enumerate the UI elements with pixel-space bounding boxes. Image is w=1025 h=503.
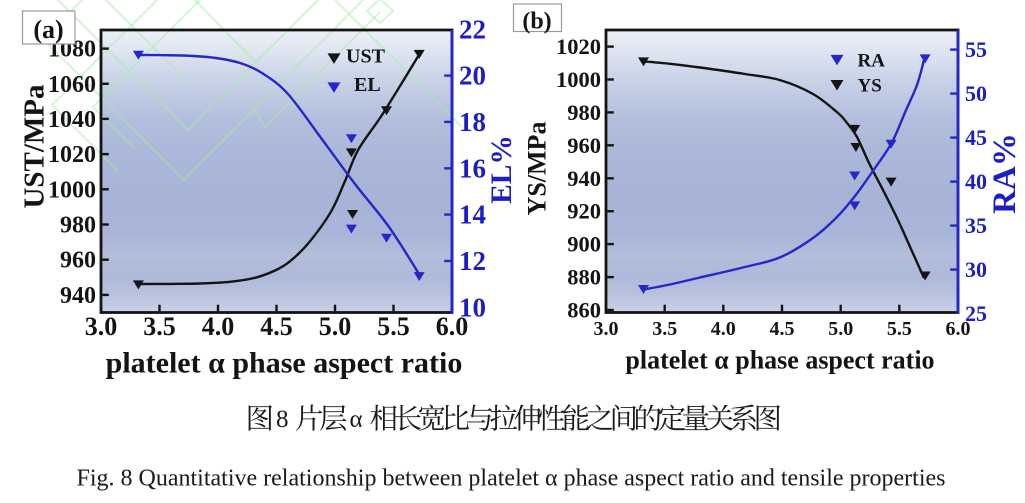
svg-text:1000: 1000: [556, 67, 601, 92]
svg-text:18: 18: [459, 107, 486, 137]
svg-text:20: 20: [459, 61, 486, 91]
svg-text:4.5: 4.5: [260, 312, 293, 341]
svg-text:25: 25: [965, 301, 987, 326]
svg-text:30: 30: [965, 257, 987, 282]
svg-text:4.5: 4.5: [770, 318, 795, 340]
svg-text:4.0: 4.0: [202, 312, 235, 341]
svg-text:40: 40: [965, 169, 987, 194]
svg-text:1020: 1020: [48, 142, 96, 168]
svg-text:YS/MPa: YS/MPa: [523, 122, 552, 216]
svg-text:880: 880: [567, 265, 601, 290]
svg-text:960: 960: [567, 133, 601, 158]
svg-text:1040: 1040: [48, 107, 96, 133]
svg-text:45: 45: [965, 125, 987, 150]
svg-text:5.5: 5.5: [887, 318, 912, 340]
svg-text:55: 55: [965, 37, 987, 62]
svg-text:6.0: 6.0: [436, 312, 469, 341]
svg-text:16: 16: [459, 153, 486, 183]
svg-text:900: 900: [567, 232, 601, 257]
svg-text:UST/MPa: UST/MPa: [19, 84, 51, 209]
svg-text:3.5: 3.5: [143, 312, 176, 341]
svg-text:940: 940: [567, 166, 601, 191]
svg-text:4.0: 4.0: [711, 318, 736, 340]
svg-text:1020: 1020: [556, 34, 601, 59]
svg-text:5.0: 5.0: [319, 312, 352, 341]
svg-text:platelet α phase aspect ratio: platelet α phase aspect ratio: [106, 347, 463, 380]
svg-text:5.0: 5.0: [828, 318, 853, 340]
svg-text:960: 960: [60, 248, 96, 274]
svg-text:3.5: 3.5: [652, 318, 677, 340]
svg-text:6.0: 6.0: [946, 318, 971, 340]
svg-text:1060: 1060: [48, 72, 96, 98]
svg-text:50: 50: [965, 81, 987, 106]
svg-text:platelet α phase aspect ratio: platelet α phase aspect ratio: [625, 346, 934, 375]
svg-text:(b): (b): [522, 9, 551, 35]
svg-text:35: 35: [965, 213, 987, 238]
svg-text:Fig. 8 Quantitative relationsh: Fig. 8 Quantitative relationship between…: [77, 466, 946, 492]
svg-text:8: 8: [276, 406, 289, 433]
svg-text:UST: UST: [346, 46, 386, 68]
svg-text:1000: 1000: [48, 177, 96, 203]
svg-text:860: 860: [567, 298, 601, 323]
svg-text:22: 22: [459, 14, 486, 44]
svg-text:EL: EL: [354, 74, 381, 96]
svg-text:980: 980: [60, 213, 96, 239]
svg-text:3.0: 3.0: [594, 318, 619, 340]
svg-text:10: 10: [459, 292, 486, 322]
svg-text:RA%: RA%: [987, 133, 1023, 214]
svg-text:14: 14: [459, 200, 486, 230]
svg-text:RA: RA: [858, 51, 886, 72]
svg-text:EL%: EL%: [486, 135, 518, 204]
svg-text:940: 940: [60, 283, 96, 309]
svg-text:5.5: 5.5: [377, 312, 410, 341]
svg-text:980: 980: [567, 100, 601, 125]
svg-text:3.0: 3.0: [85, 312, 118, 341]
svg-text:(a): (a): [33, 15, 63, 44]
svg-text:α: α: [350, 406, 363, 433]
svg-text:12: 12: [459, 246, 486, 276]
svg-text:YS: YS: [858, 76, 882, 97]
svg-text:920: 920: [567, 199, 601, 224]
